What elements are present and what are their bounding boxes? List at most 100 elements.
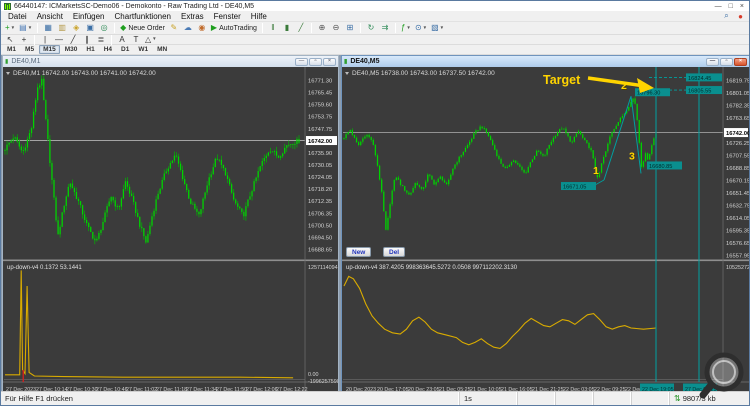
- vertical-line-tool[interactable]: |: [43, 34, 47, 44]
- menu-hilfe[interactable]: Hilfe: [250, 11, 267, 21]
- channel-tool[interactable]: ∥: [85, 34, 89, 44]
- templates-button[interactable]: ▧ ▼: [431, 23, 445, 32]
- market-watch-button[interactable]: ▦: [44, 23, 52, 32]
- chart-minimize-button[interactable]: —: [706, 57, 719, 66]
- periods-button[interactable]: ⊙ ▼: [414, 23, 428, 32]
- timeframe-m15[interactable]: M15: [39, 45, 60, 54]
- menu-ansicht[interactable]: Ansicht: [36, 11, 63, 21]
- new-chart-button[interactable]: + ▼: [5, 23, 16, 32]
- close-button[interactable]: ×: [739, 2, 744, 10]
- svg-text:16771.30: 16771.30: [308, 79, 332, 85]
- chart-minimize-button[interactable]: —: [295, 57, 308, 66]
- window-title: 66440147: ICMarketsSC-Demo06 - Demokonto…: [14, 2, 255, 10]
- bar-chart-style-button[interactable]: ‖: [271, 23, 275, 32]
- current-price-badge: [724, 128, 748, 138]
- price-axis[interactable]: 16819.75 16801.05 16782.35 16763.65 16726.25…: [724, 79, 749, 260]
- timeframe-m5[interactable]: M5: [25, 46, 35, 53]
- autotrading-button[interactable]: ▶ AutoTrading: [210, 23, 257, 32]
- profiles-button[interactable]: ▤ ▼: [19, 23, 33, 32]
- pane-separator[interactable]: [3, 259, 338, 262]
- strategy-tester-button[interactable]: ◎: [100, 23, 108, 32]
- minimize-button[interactable]: —: [714, 2, 722, 10]
- maximize-button[interactable]: □: [728, 2, 733, 10]
- timeframe-h1[interactable]: H1: [86, 46, 95, 53]
- data-window-button[interactable]: ▥: [58, 23, 66, 32]
- metaquotes-button[interactable]: ☁: [183, 23, 192, 32]
- chart-close-button[interactable]: ×: [734, 57, 747, 66]
- auto-scroll-button[interactable]: ↻: [367, 23, 375, 32]
- tile-windows-button[interactable]: ⊞: [346, 23, 354, 32]
- svg-text:16747.75: 16747.75: [308, 127, 332, 133]
- pane-separator[interactable]: [342, 259, 749, 262]
- price-axis[interactable]: 16771.30 16765.45 16759.60 16753.75 16747.75…: [306, 79, 337, 254]
- trendline-tool[interactable]: ╱: [70, 34, 76, 44]
- title-bar: 66440147: ICMarketsSC-Demo06 - Demokonto…: [1, 1, 749, 11]
- toolbar-separator: [37, 23, 39, 33]
- del-object-button[interactable]: Del: [383, 247, 406, 257]
- chart-shift-button[interactable]: ⇉: [381, 23, 389, 32]
- text-tool[interactable]: A: [119, 34, 125, 44]
- menu-fenster[interactable]: Fenster: [213, 11, 241, 21]
- terminal-button[interactable]: ▣: [86, 23, 94, 32]
- menu-chartfunktionen[interactable]: Chartfunktionen: [114, 11, 171, 21]
- price-label-object[interactable]: [635, 88, 670, 97]
- analysis-objects[interactable]: 16824.45 16805.55 16671.05 16796.30 16680.85: [561, 67, 723, 382]
- timeframe-h4[interactable]: H4: [103, 46, 112, 53]
- timeframe-d1[interactable]: D1: [121, 46, 130, 53]
- menu-einfgen[interactable]: Einfügen: [72, 11, 105, 21]
- svg-text:16694.50: 16694.50: [308, 236, 332, 242]
- chart-area[interactable]: DE40,M5 16738.00 16743.00 16737.50 16742…: [342, 67, 749, 391]
- chart-window-titlebar[interactable]: ▮ DE40,M1 — ▫ ×: [3, 56, 338, 67]
- status-cell: [631, 392, 669, 405]
- timeframe-mn[interactable]: MN: [157, 46, 168, 53]
- timeframe-m30[interactable]: M30: [64, 46, 78, 53]
- fibonacci-tool[interactable]: ≣: [97, 34, 105, 44]
- line-style-button[interactable]: ╱: [298, 23, 304, 32]
- zoom-out-button[interactable]: ⊖: [332, 23, 340, 32]
- label-tool[interactable]: T: [133, 34, 139, 44]
- chart-close-button[interactable]: ×: [323, 57, 336, 66]
- new-object-button[interactable]: New: [346, 247, 372, 257]
- timeframe-m1[interactable]: M1: [7, 46, 17, 53]
- sound-button[interactable]: ◉: [198, 23, 206, 32]
- cursor-tool[interactable]: ↖: [6, 34, 14, 44]
- svg-text:DE40,M5 16738.00 16743.00 167: DE40,M5 16738.00 16743.00 16737.50 16742…: [352, 70, 495, 77]
- candlestick-series: [4, 75, 300, 245]
- new-order-button[interactable]: ◆ Neue Order: [120, 23, 165, 32]
- menu-datei[interactable]: Datei: [8, 11, 27, 21]
- svg-text:21 Dec 05:25: 21 Dec 05:25: [439, 387, 471, 391]
- candle-style-button[interactable]: ▮: [284, 23, 290, 32]
- indicators-button[interactable]: ƒ ▼: [400, 23, 411, 32]
- toolbar-separator: [394, 23, 396, 33]
- crosshair-tool[interactable]: +: [21, 34, 27, 44]
- notification-icon[interactable]: ●: [738, 11, 743, 21]
- target-arrow: [587, 76, 646, 88]
- price-label-object[interactable]: [561, 182, 596, 191]
- chart-window-de40-m5[interactable]: ▮ DE40,M5 — ▫ × DE40,M5 16738.00 16743.00 167…: [341, 55, 749, 391]
- app-icon: [4, 2, 11, 10]
- chart-restore-button[interactable]: ▫: [309, 57, 322, 66]
- search-icon[interactable]: ⌕: [724, 11, 729, 20]
- chart-area[interactable]: DE40,M1 16742.00 16743.00 16741.00 16742…: [3, 67, 338, 391]
- shapes-tool[interactable]: △ ▼: [145, 34, 157, 44]
- status-traffic: ⇅ 9807/3 kb: [669, 392, 749, 405]
- timeframe-w1[interactable]: W1: [138, 46, 149, 53]
- zigzag-line[interactable]: [603, 96, 642, 181]
- chart-window-de40-m1[interactable]: ▮ DE40,M1 — ▫ × DE40,M1 16742.00 16743.00 167…: [2, 55, 339, 391]
- chart-window-titlebar[interactable]: ▮ DE40,M5 — ▫ ×: [342, 56, 749, 67]
- price-label-object[interactable]: [647, 161, 682, 170]
- menu-extras[interactable]: Extras: [181, 11, 204, 21]
- svg-text:27 Dec 12:22: 27 Dec 12:22: [276, 387, 308, 391]
- toolbar-separator: [111, 34, 112, 45]
- metaeditor-button[interactable]: ✎: [170, 23, 178, 32]
- chart-restore-button[interactable]: ▫: [720, 57, 733, 66]
- zoom-in-button[interactable]: ⊕: [318, 23, 326, 32]
- svg-text:27 Dec 12:06: 27 Dec 12:06: [246, 387, 278, 391]
- wave-marker: 2: [621, 80, 627, 92]
- svg-text:0.00: 0.00: [308, 372, 319, 378]
- horizontal-line-tool[interactable]: —: [55, 34, 63, 44]
- svg-text:21 Dec 10:05: 21 Dec 10:05: [470, 387, 502, 391]
- navigator-button[interactable]: ◈: [73, 23, 80, 32]
